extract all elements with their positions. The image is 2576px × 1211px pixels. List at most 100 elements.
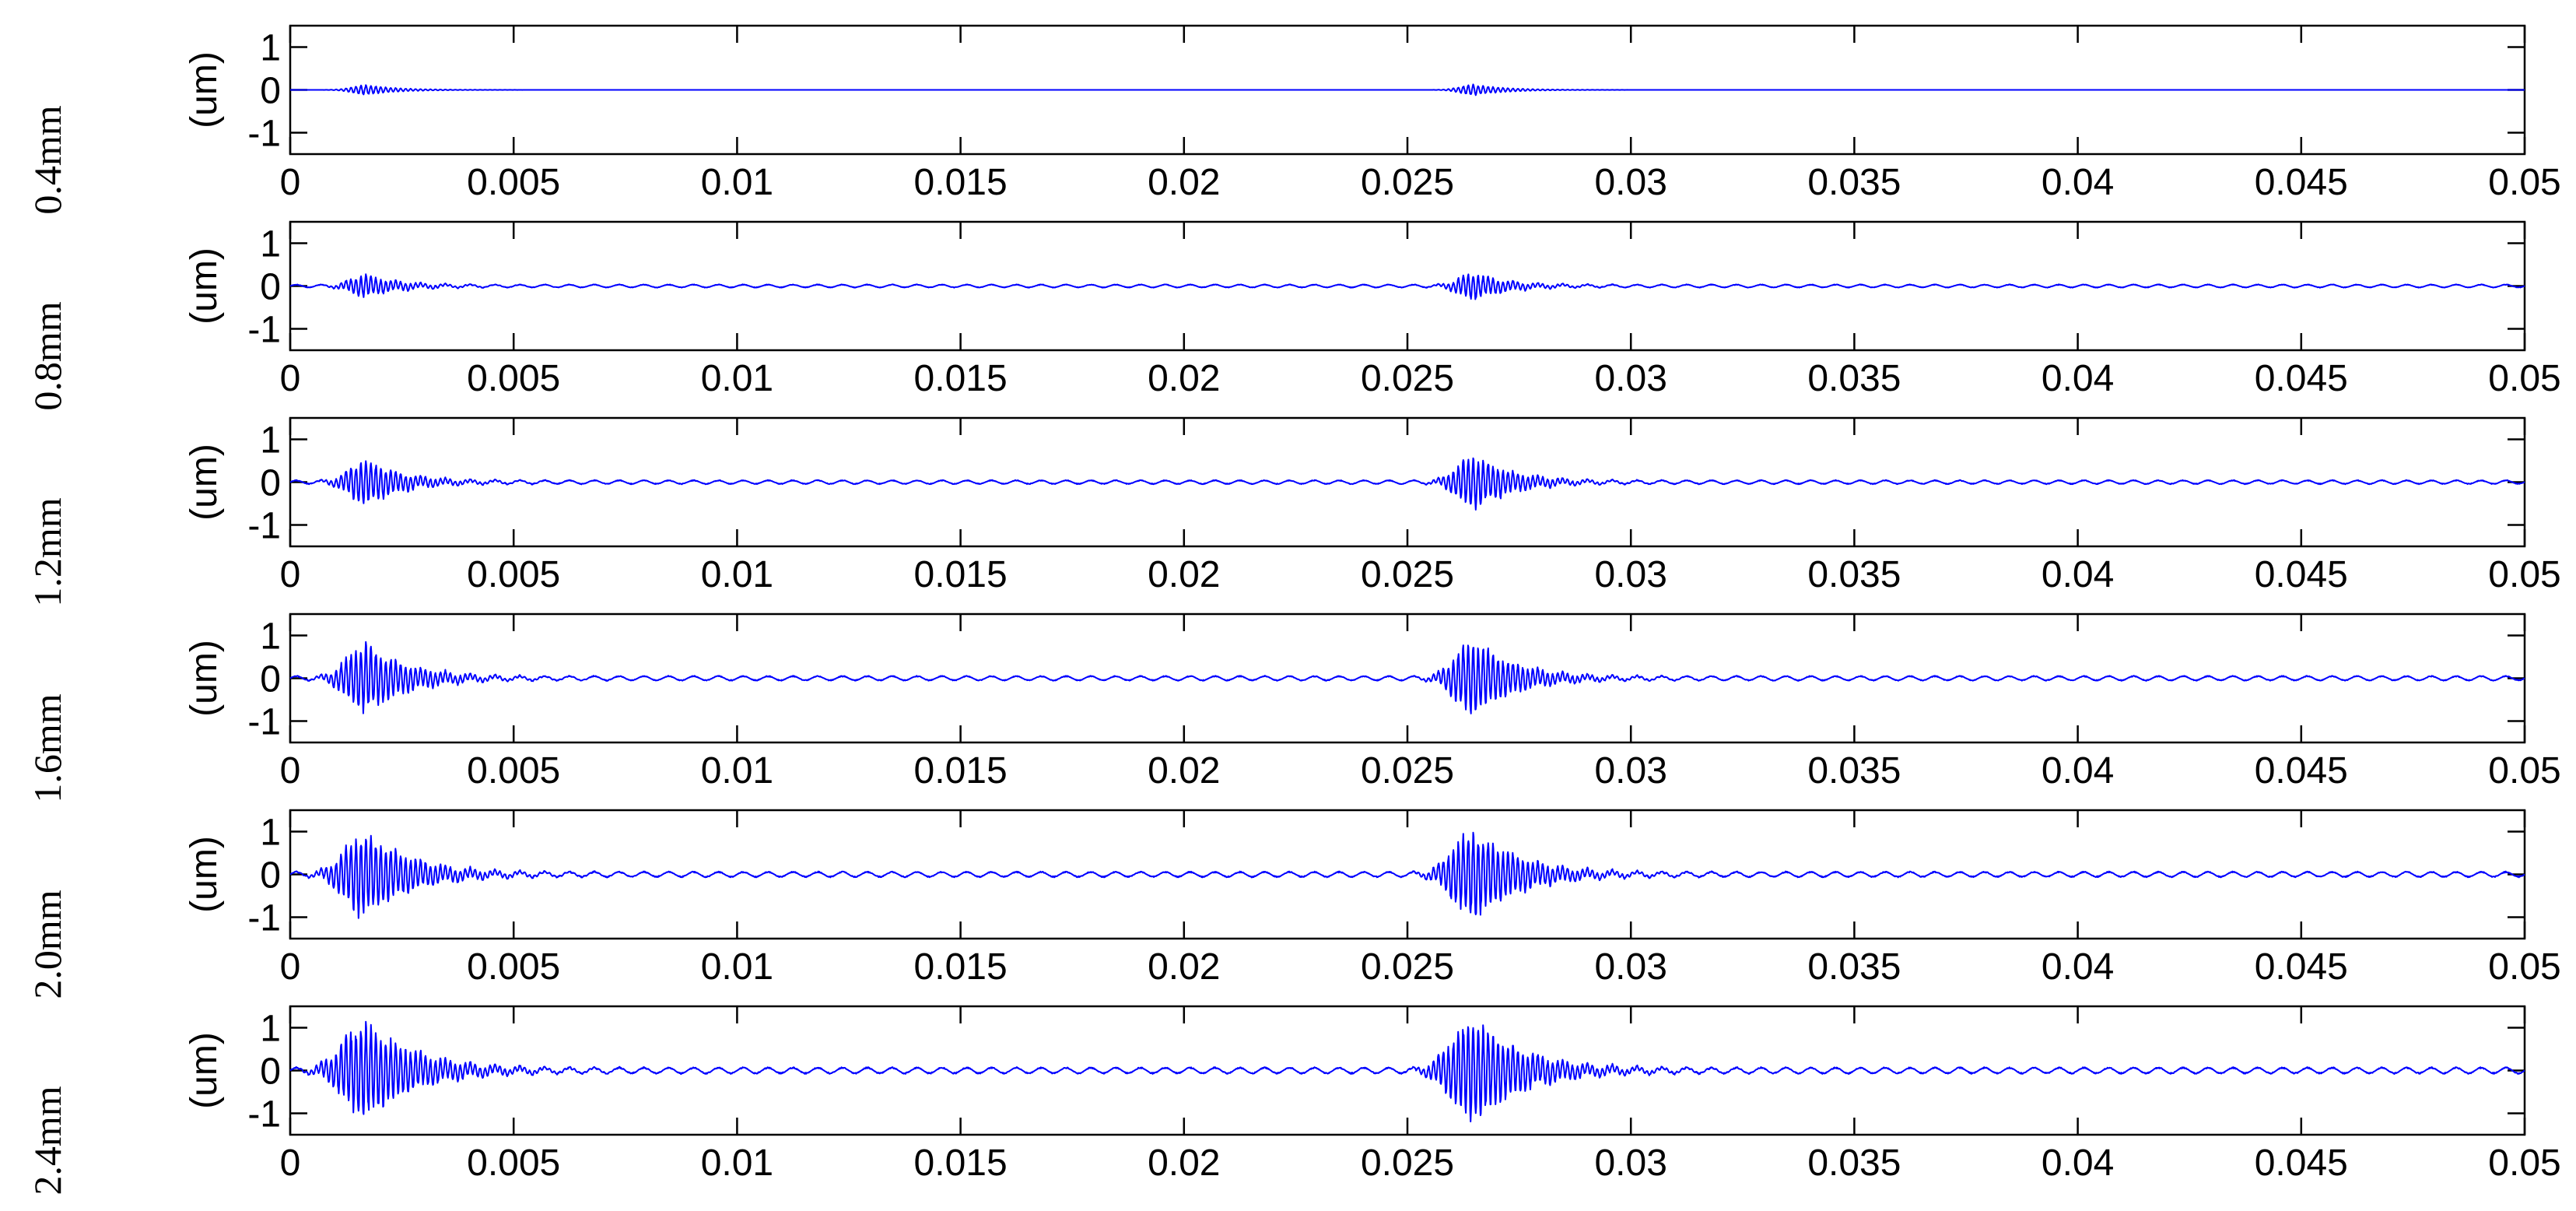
waveform-line	[289, 83, 2525, 97]
x-tick-label: 0.03	[1594, 1143, 1667, 1184]
y-tick-label: 1	[260, 1009, 281, 1050]
waveform-line	[289, 273, 2525, 300]
y-tick-label: 0	[260, 1051, 281, 1093]
x-tick-label: 0.035	[1807, 750, 1901, 792]
x-tick-label: 0.035	[1807, 946, 1901, 988]
x-tick-label: 0.045	[2255, 162, 2348, 203]
thickness-label: 0.4mm	[26, 105, 69, 214]
waveform-line	[289, 641, 2525, 714]
x-tick-label: 0	[280, 358, 301, 399]
x-tick-label: 0.05	[2488, 946, 2560, 988]
y-tick-label: -1	[247, 114, 281, 155]
x-tick-label: 0.045	[2255, 554, 2348, 595]
waveform-line	[289, 457, 2525, 511]
x-tick-label: 0.04	[2042, 554, 2114, 595]
waveform-line	[289, 831, 2525, 919]
x-tick-label: 0.05	[2488, 162, 2560, 203]
y-tick-label: 1	[260, 224, 281, 265]
y-axis-label: (um)	[184, 836, 225, 913]
x-tick-label: 0.02	[1148, 750, 1220, 792]
y-tick-label: -1	[247, 1094, 281, 1136]
y-tick-label: -1	[247, 506, 281, 547]
x-tick-label: 0.045	[2255, 946, 2348, 988]
x-tick-label: 0.01	[701, 358, 773, 399]
y-tick-label: 1	[260, 420, 281, 462]
y-tick-label: 0	[260, 855, 281, 897]
thickness-label: 1.6mm	[26, 693, 69, 802]
y-tick-label: -1	[247, 898, 281, 939]
x-tick-label: 0	[280, 1143, 301, 1184]
y-tick-label: 0	[260, 463, 281, 504]
x-tick-label: 0.02	[1148, 554, 1220, 595]
x-tick-label: 0.025	[1361, 1143, 1454, 1184]
x-tick-label: 0.05	[2488, 554, 2560, 595]
x-tick-label: 0.03	[1594, 554, 1667, 595]
y-tick-label: 1	[260, 28, 281, 69]
x-tick-label: 0.04	[2042, 162, 2114, 203]
x-tick-label: 0.01	[701, 554, 773, 595]
x-tick-label: 0.05	[2488, 750, 2560, 792]
y-tick-label: -1	[247, 310, 281, 351]
x-tick-label: 0.015	[914, 358, 1008, 399]
x-tick-label: 0.005	[467, 358, 560, 399]
x-tick-label: 0.02	[1148, 1143, 1220, 1184]
x-tick-label: 0.04	[2042, 750, 2114, 792]
panel-1: 0 0.005 0.01 0.015 0.02 0.025 0.03 0.035 0.04 0.0…	[26, 24, 2561, 215]
panel-5: 0 0.005 0.01 0.015 0.02 0.025 0.03 0.035 0.04 0.0…	[26, 809, 2561, 999]
x-tick-label: 0.025	[1361, 554, 1454, 595]
y-tick-label: 0	[260, 267, 281, 308]
x-tick-label: 0.015	[914, 750, 1008, 792]
x-tick-label: 0	[280, 946, 301, 988]
waveform-line	[289, 1020, 2525, 1123]
x-tick-label: 0.025	[1361, 162, 1454, 203]
x-tick-label: 0.045	[2255, 358, 2348, 399]
x-tick-label: 0.035	[1807, 554, 1901, 595]
x-tick-label: 0.025	[1361, 946, 1454, 988]
x-tick-label: 0.02	[1148, 946, 1220, 988]
y-tick-label: 1	[260, 616, 281, 658]
x-tick-label: 0.02	[1148, 358, 1220, 399]
x-tick-label: 0.025	[1361, 750, 1454, 792]
x-tick-label: 0.015	[914, 1143, 1008, 1184]
x-tick-label: 0.03	[1594, 162, 1667, 203]
x-tick-label: 0.05	[2488, 1143, 2560, 1184]
x-tick-label: 0.035	[1807, 1143, 1901, 1184]
x-tick-label: 0.045	[2255, 1143, 2348, 1184]
x-tick-label: 0.005	[467, 946, 560, 988]
x-tick-label: 0.025	[1361, 358, 1454, 399]
y-axis-label: (um)	[184, 247, 225, 325]
x-tick-label: 0	[280, 750, 301, 792]
x-tick-label: 0.015	[914, 554, 1008, 595]
x-tick-label: 0.03	[1594, 946, 1667, 988]
y-axis-label: (um)	[184, 640, 225, 717]
thickness-label: 2.0mm	[26, 890, 69, 999]
x-tick-label: 0.005	[467, 554, 560, 595]
x-tick-label: 0.01	[701, 162, 773, 203]
x-tick-label: 0.005	[467, 750, 560, 792]
x-tick-label: 0.005	[467, 1143, 560, 1184]
x-tick-label: 0.04	[2042, 1143, 2114, 1184]
x-tick-label: 0.035	[1807, 358, 1901, 399]
panel-4: 0 0.005 0.01 0.015 0.02 0.025 0.03 0.035 0.04 0.0…	[26, 613, 2561, 803]
x-tick-label: 0.035	[1807, 162, 1901, 203]
thickness-label: 1.2mm	[26, 497, 69, 606]
x-tick-label: 0.02	[1148, 162, 1220, 203]
y-tick-label: 0	[260, 71, 281, 112]
panel-2: 0 0.005 0.01 0.015 0.02 0.025 0.03 0.035 0.04 0.0…	[26, 220, 2561, 411]
x-tick-label: 0.01	[701, 946, 773, 988]
x-tick-label: 0.03	[1594, 750, 1667, 792]
panel-3: 0 0.005 0.01 0.015 0.02 0.025 0.03 0.035 0.04 0.0…	[26, 416, 2561, 607]
x-tick-label: 0.05	[2488, 358, 2560, 399]
x-tick-label: 0.04	[2042, 358, 2114, 399]
x-tick-label: 0.045	[2255, 750, 2348, 792]
x-tick-label: 0.03	[1594, 358, 1667, 399]
y-tick-label: 1	[260, 813, 281, 854]
y-axis-label: (um)	[184, 444, 225, 521]
x-tick-label: 0.015	[914, 946, 1008, 988]
thickness-label: 2.4mm	[26, 1086, 69, 1195]
x-tick-label: 0.01	[701, 1143, 773, 1184]
x-tick-label: 0.04	[2042, 946, 2114, 988]
x-tick-label: 0.01	[701, 750, 773, 792]
x-tick-label: 0	[280, 554, 301, 595]
